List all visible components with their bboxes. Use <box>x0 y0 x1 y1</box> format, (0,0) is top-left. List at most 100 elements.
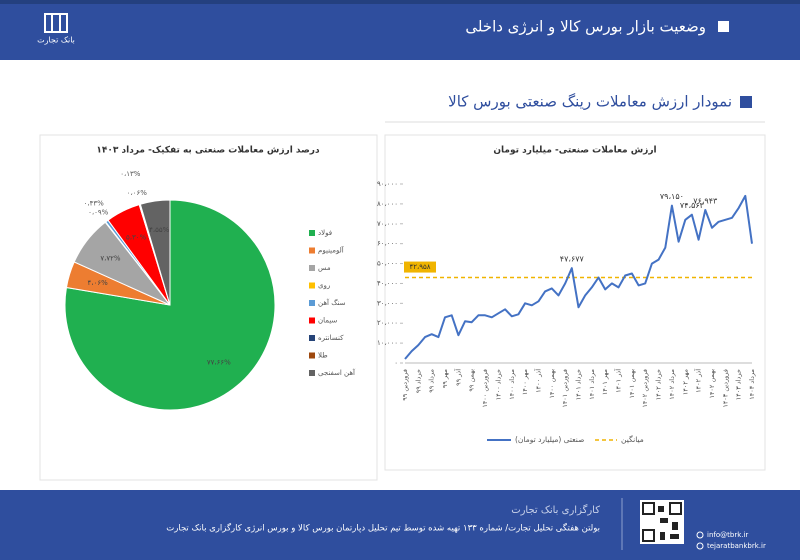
footer-bulletin: بولتن هفتگی تحلیل تجارت/ شماره ۱۳۳ تهیه … <box>166 523 600 534</box>
section-title: نمودار ارزش معاملات رینگ صنعتی بورس کالا <box>448 93 732 111</box>
average-label-bg <box>404 261 436 273</box>
qr-finder <box>642 529 655 542</box>
x-tick-label: خرداد ۹۹ <box>414 369 422 393</box>
y-tick-label: ۰ <box>394 359 398 367</box>
data-label: ۷،۷۲% <box>100 254 121 262</box>
pie-slice <box>64 199 276 411</box>
x-tick-label: فروردین ۱۴۰۰ <box>481 369 489 408</box>
legend-label: آلومینیوم <box>318 246 345 255</box>
legend-label: کنسانتره <box>318 334 344 342</box>
data-label: ۰،۴۳% <box>84 199 105 207</box>
y-tick-label: ۷۰،۰۰۰ <box>377 220 398 228</box>
legend-swatch <box>309 317 315 324</box>
legend-label: طلا <box>318 352 328 360</box>
line-chart-title: ارزش معاملات صنعتی- میلیارد تومان <box>493 146 656 156</box>
qr-dot <box>660 532 665 540</box>
x-tick-label: بهمن ۹۹ <box>468 369 476 392</box>
x-tick-label: مهر ۱۴۰۱ <box>601 369 609 395</box>
x-tick-label: مهر ۱۴۰۰ <box>521 369 529 395</box>
section-bullet <box>740 96 752 108</box>
header-title: وضعیت بازار بورس کالا و انرژی داخلی <box>465 18 706 36</box>
average-label: ۴۲،۹۵۸ <box>409 263 430 271</box>
x-tick-label: مرداد ۱۴۰۰ <box>508 369 516 400</box>
legend-label: سیمان <box>318 317 337 325</box>
qr-finder <box>669 502 682 515</box>
x-tick-label: بهمن ۱۴۰۰ <box>548 369 556 399</box>
data-label: ۴،۵۵% <box>149 226 170 234</box>
data-label: ۷۹،۱۵۰ <box>660 192 684 201</box>
legend-label: روی <box>318 282 330 290</box>
legend-label: آهن اسفنجی <box>318 368 356 377</box>
x-tick-label: بهمن ۱۴۰۱ <box>628 369 636 399</box>
x-tick-label: آذر ۱۴۰۲ <box>694 368 703 393</box>
data-label: ۰،۱۳% <box>120 170 141 178</box>
footer-company: کارگزاری بانک تجارت <box>511 504 600 516</box>
data-label: ۷۴،۵۶۳ <box>680 201 705 210</box>
x-tick-label: مرداد ۹۹ <box>428 369 436 393</box>
line-chart-frame <box>384 134 766 471</box>
x-tick-label: خرداد ۱۴۰۰ <box>494 369 502 400</box>
y-tick-label: ۸۰،۰۰۰ <box>377 200 398 208</box>
x-tick-label: مرداد ۱۴۰۲ <box>668 369 676 400</box>
qr-dot <box>660 518 668 523</box>
legend-label: سنگ آهن <box>318 298 346 307</box>
x-tick-label: فروردین ۱۴۰۳ <box>721 369 729 408</box>
legend-label: میانگین <box>621 435 644 444</box>
x-tick-label: آذر ۱۴۰۰ <box>533 368 542 393</box>
x-tick-label: فروردین ۹۹ <box>401 369 409 401</box>
y-tick-label: ۴۰،۰۰۰ <box>377 279 398 287</box>
legend-swatch <box>309 352 315 359</box>
data-label: ۴۷،۶۷۷ <box>560 255 585 264</box>
pie-chart-title: درصد ارزش معاملات صنعتی به تفکیک- مرداد … <box>96 146 320 156</box>
y-tick-label: ۵۰،۰۰۰ <box>377 260 398 268</box>
qr-finder <box>642 502 655 515</box>
x-tick-label: بهمن ۱۴۰۲ <box>708 369 716 399</box>
qr-dot <box>658 506 664 512</box>
y-tick-label: ۹۰،۰۰۰ <box>377 180 398 188</box>
series-line <box>404 194 753 360</box>
legend-swatch <box>309 300 315 306</box>
legend-swatch <box>309 265 315 271</box>
qr-code <box>640 500 684 544</box>
legend-swatch <box>309 335 315 341</box>
legend-swatch <box>309 230 315 236</box>
pie-slice <box>139 199 171 306</box>
data-label: ۷۶،۹۴۳ <box>693 196 718 205</box>
data-label: ۴،۰۶% <box>88 279 109 287</box>
x-tick-label: فروردین ۱۴۰۲ <box>641 369 649 408</box>
y-tick-label: ۱۰،۰۰۰ <box>377 339 398 347</box>
web-icon <box>696 542 704 550</box>
y-tick-label: ۳۰،۰۰۰ <box>377 299 398 307</box>
data-label: ۵،۳۰% <box>126 233 147 241</box>
logo: بانک تجارت <box>37 13 75 45</box>
x-tick-label: مرداد ۱۴۰۱ <box>588 369 596 400</box>
legend-label: صنعتی (میلیارد تومان) <box>515 435 584 444</box>
data-label: ۰،۰۹% <box>88 209 109 217</box>
x-tick-label: فروردین ۱۴۰۱ <box>561 369 569 408</box>
x-tick-label: مرداد ۱۴۰۳ <box>748 369 756 400</box>
legend-swatch <box>309 247 315 254</box>
header-band <box>0 0 800 60</box>
email-icon <box>696 531 704 539</box>
legend-label: فولاد <box>318 229 332 237</box>
x-tick-label: خرداد ۱۴۰۲ <box>655 369 663 400</box>
x-tick-label: خرداد ۱۴۰۱ <box>575 369 583 400</box>
footer-website: tejaratbankbrk.ir <box>707 542 766 550</box>
x-tick-label: مهر ۱۴۰۲ <box>681 369 689 395</box>
data-label: ۷۷،۶۶% <box>207 359 231 367</box>
legend-swatch <box>309 282 315 289</box>
data-label: ۰،۰۶% <box>127 189 148 197</box>
y-tick-label: ۶۰،۰۰۰ <box>377 240 398 248</box>
y-tick-label: ۲۰،۰۰۰ <box>377 319 398 327</box>
qr-dot <box>670 534 679 539</box>
logo-text: بانک تجارت <box>37 36 75 45</box>
legend-label: مس <box>318 264 331 272</box>
logo-icon <box>44 13 68 33</box>
qr-dot <box>672 522 678 530</box>
legend-swatch <box>309 370 315 376</box>
x-tick-label: آذر ۹۹ <box>453 368 462 386</box>
x-tick-label: خرداد ۱۴۰۳ <box>735 369 743 400</box>
header-strip <box>0 0 800 4</box>
footer-email: info@tbrk.ir <box>707 531 748 539</box>
